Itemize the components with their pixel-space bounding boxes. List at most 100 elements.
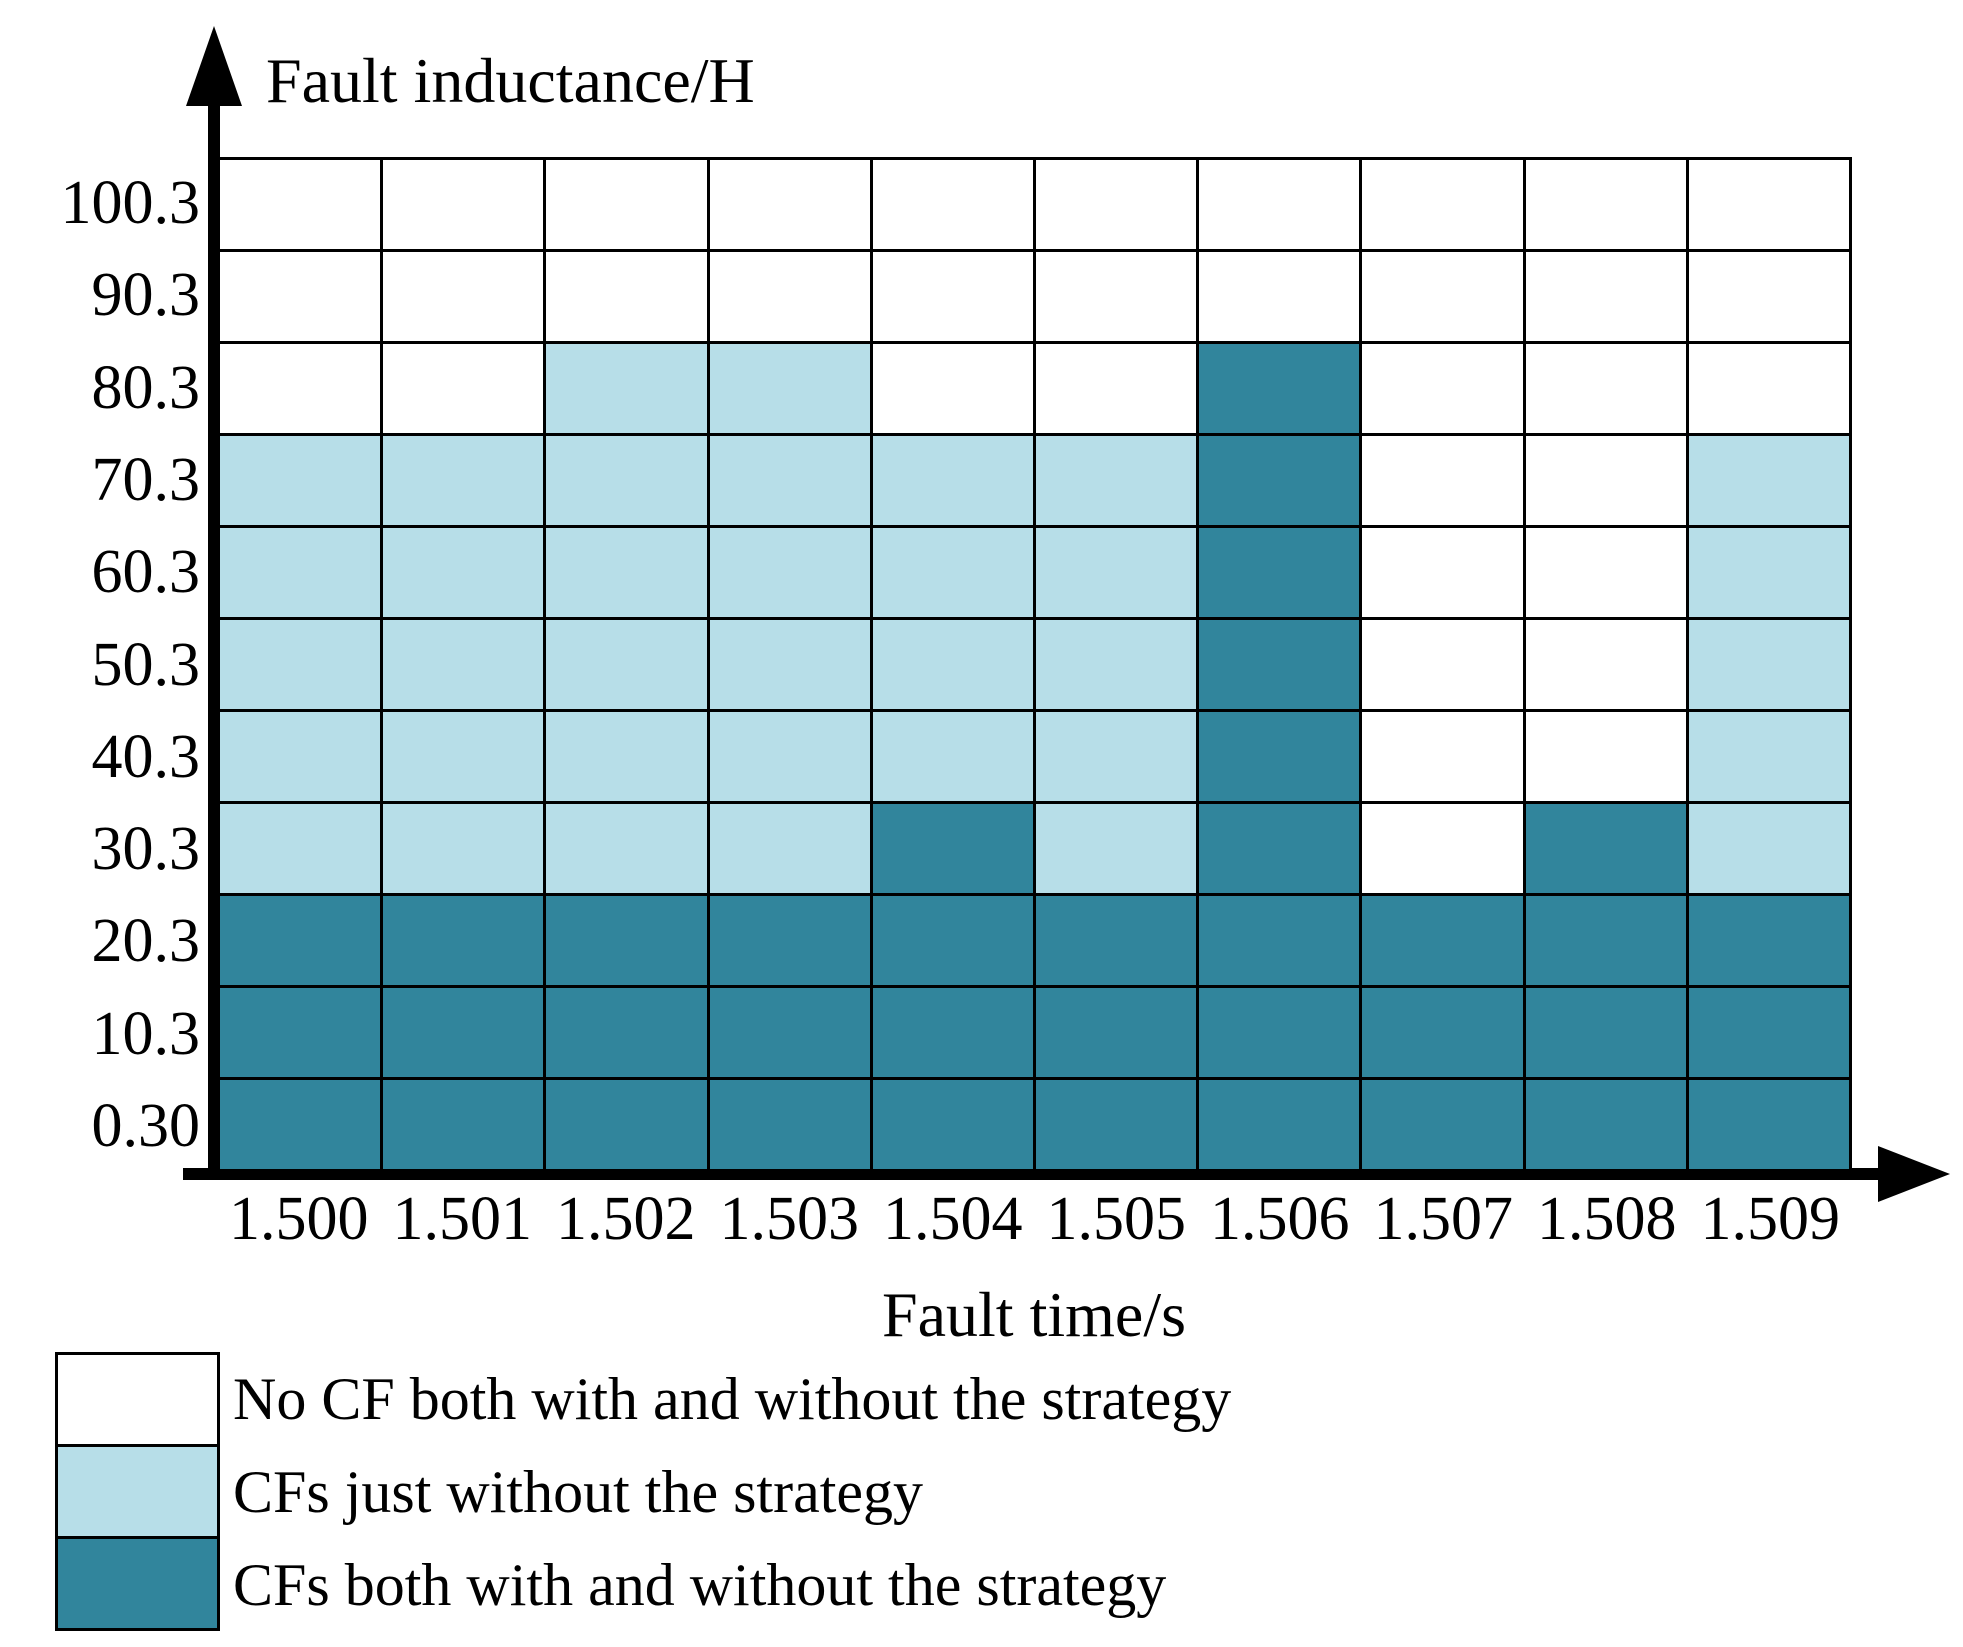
grid-cell-1.507-10.3 — [1362, 988, 1523, 1077]
grid-cell-1.509-40.3 — [1688, 712, 1849, 801]
grid-cell-1.507-90.3 — [1362, 252, 1523, 341]
grid-cell-1.503-70.3 — [709, 436, 870, 525]
grid-cell-1.504-90.3 — [872, 252, 1033, 341]
grid-cell-1.500-90.3 — [220, 252, 381, 341]
grid-cell-1.504-100.3 — [872, 160, 1033, 249]
y-axis-arrow-icon — [186, 26, 242, 106]
grid-cell-1.506-80.3 — [1199, 344, 1360, 433]
grid-cell-1.508-80.3 — [1525, 344, 1686, 433]
legend-label-W: No CF both with and without the strategy — [233, 1365, 1232, 1432]
grid-cell-1.508-40.3 — [1525, 712, 1686, 801]
grid-cell-1.500-70.3 — [220, 436, 381, 525]
grid-cell-1.506-40.3 — [1199, 712, 1360, 801]
grid-cell-1.507-0.30 — [1362, 1080, 1523, 1169]
grid-cell-1.502-70.3 — [546, 436, 707, 525]
grid-cell-1.508-90.3 — [1525, 252, 1686, 341]
grid-cell-1.508-20.3 — [1525, 896, 1686, 985]
x-tick-label-1.509: 1.509 — [1700, 1185, 1841, 1253]
grid-cell-1.504-20.3 — [872, 896, 1033, 985]
heatmap-grid — [217, 157, 1852, 1172]
grid-cell-1.503-50.3 — [709, 620, 870, 709]
x-tick-label-1.505: 1.505 — [1046, 1185, 1187, 1253]
grid-cell-1.505-40.3 — [1035, 712, 1197, 801]
grid-cell-1.507-80.3 — [1362, 344, 1523, 433]
grid-cell-1.505-80.3 — [1035, 344, 1197, 433]
grid-cell-1.503-10.3 — [709, 988, 870, 1077]
grid-cell-1.504-70.3 — [872, 436, 1033, 525]
grid-cell-1.502-40.3 — [546, 712, 707, 801]
grid-cell-1.502-90.3 — [546, 252, 707, 341]
grid-cell-1.504-30.3 — [872, 804, 1033, 893]
grid-cell-1.508-100.3 — [1525, 160, 1686, 249]
grid-cell-1.500-20.3 — [220, 896, 381, 985]
grid-cell-1.503-0.30 — [709, 1080, 870, 1169]
legend-swatch-stack — [55, 1352, 220, 1631]
grid-cell-1.501-40.3 — [383, 712, 544, 801]
grid-cell-1.502-60.3 — [546, 528, 707, 617]
grid-cell-1.504-60.3 — [872, 528, 1033, 617]
grid-cell-1.502-100.3 — [546, 160, 707, 249]
grid-cell-1.503-20.3 — [709, 896, 870, 985]
grid-cell-1.501-90.3 — [383, 252, 544, 341]
grid-cell-1.508-0.30 — [1525, 1080, 1686, 1169]
y-tick-label-10.3: 10.3 — [91, 999, 201, 1068]
x-tick-label-1.501: 1.501 — [392, 1185, 533, 1253]
grid-cell-1.503-100.3 — [709, 160, 870, 249]
y-tick-label-90.3: 90.3 — [91, 261, 201, 330]
grid-cell-1.500-30.3 — [220, 804, 381, 893]
grid-cell-1.501-100.3 — [383, 160, 544, 249]
y-tick-label-40.3: 40.3 — [91, 722, 201, 791]
grid-cell-1.507-50.3 — [1362, 620, 1523, 709]
grid-cell-1.507-100.3 — [1362, 160, 1523, 249]
grid-cell-1.505-70.3 — [1035, 436, 1197, 525]
grid-cell-1.501-20.3 — [383, 896, 544, 985]
grid-cell-1.501-80.3 — [383, 344, 544, 433]
grid-cell-1.502-10.3 — [546, 988, 707, 1077]
y-tick-label-0.30: 0.30 — [91, 1091, 201, 1160]
grid-cell-1.507-20.3 — [1362, 896, 1523, 985]
grid-cell-1.508-30.3 — [1525, 804, 1686, 893]
grid-cell-1.502-80.3 — [546, 344, 707, 433]
grid-cell-1.505-30.3 — [1035, 804, 1197, 893]
grid-cell-1.503-90.3 — [709, 252, 870, 341]
grid-cell-1.501-50.3 — [383, 620, 544, 709]
grid-cell-1.501-0.30 — [383, 1080, 544, 1169]
x-tick-label-1.507: 1.507 — [1373, 1185, 1514, 1253]
legend-label-D: CFs both with and without the strategy — [233, 1551, 1167, 1618]
grid-cell-1.505-0.30 — [1035, 1080, 1197, 1169]
y-tick-label-60.3: 60.3 — [91, 538, 201, 607]
grid-cell-1.509-100.3 — [1688, 160, 1849, 249]
grid-cell-1.506-60.3 — [1199, 528, 1360, 617]
grid-cell-1.500-10.3 — [220, 988, 381, 1077]
grid-cell-1.504-0.30 — [872, 1080, 1033, 1169]
grid-cell-1.508-10.3 — [1525, 988, 1686, 1077]
grid-cell-1.506-100.3 — [1199, 160, 1360, 249]
y-tick-label-100.3: 100.3 — [60, 169, 201, 238]
grid-cell-1.508-50.3 — [1525, 620, 1686, 709]
grid-cell-1.505-100.3 — [1035, 160, 1197, 249]
y-tick-label-50.3: 50.3 — [91, 630, 201, 699]
x-tick-label-1.502: 1.502 — [556, 1185, 696, 1253]
y-tick-label-20.3: 20.3 — [91, 907, 201, 976]
grid-cell-1.503-30.3 — [709, 804, 870, 893]
grid-cell-1.505-10.3 — [1035, 988, 1197, 1077]
grid-cell-1.506-70.3 — [1199, 436, 1360, 525]
x-tick-label-1.503: 1.503 — [719, 1185, 860, 1253]
y-tick-label-70.3: 70.3 — [91, 445, 201, 514]
grid-cell-1.509-30.3 — [1688, 804, 1849, 893]
x-axis-arrow-icon — [1878, 1146, 1950, 1202]
grid-cell-1.500-100.3 — [220, 160, 381, 249]
grid-cell-1.507-30.3 — [1362, 804, 1523, 893]
x-axis-title: Fault time/s — [882, 1279, 1186, 1350]
grid-cell-1.504-80.3 — [872, 344, 1033, 433]
y-axis-title: Fault inductance/H — [266, 45, 755, 116]
grid-cell-1.507-70.3 — [1362, 436, 1523, 525]
grid-cell-1.507-40.3 — [1362, 712, 1523, 801]
grid-cell-1.506-20.3 — [1199, 896, 1360, 985]
grid-cell-1.504-40.3 — [872, 712, 1033, 801]
x-tick-label-1.506: 1.506 — [1210, 1185, 1350, 1253]
grid-cell-1.500-80.3 — [220, 344, 381, 433]
grid-cell-1.503-60.3 — [709, 528, 870, 617]
grid-cell-1.509-10.3 — [1688, 988, 1849, 1077]
